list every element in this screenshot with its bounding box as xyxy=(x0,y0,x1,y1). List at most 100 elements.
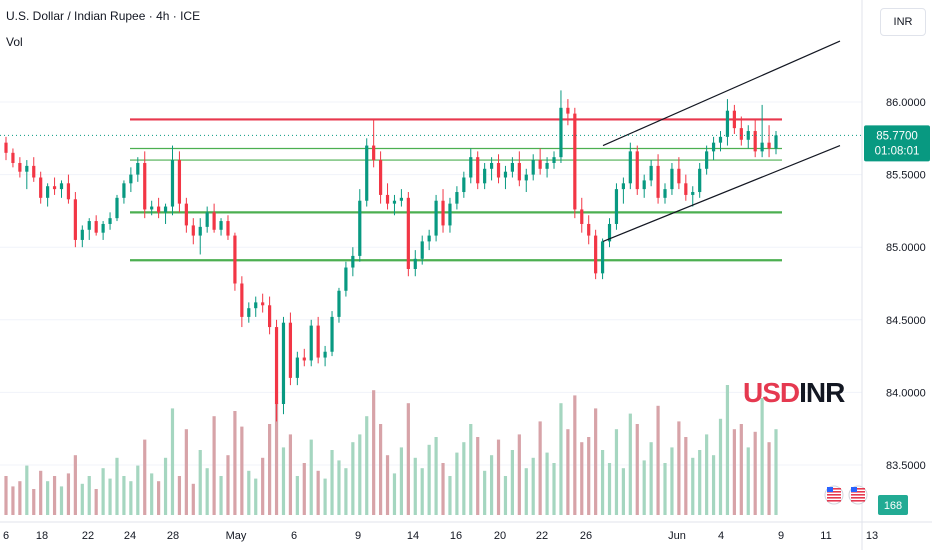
price-tick-label: 83.5000 xyxy=(886,460,926,472)
volume-bar xyxy=(441,463,445,515)
time-tick-label: 22 xyxy=(536,530,548,542)
channel-upper-line[interactable] xyxy=(602,40,841,147)
volume-bar xyxy=(101,468,105,515)
candle-body xyxy=(163,206,168,213)
candle-body xyxy=(177,160,182,204)
candle-body xyxy=(87,221,91,230)
volume-bar xyxy=(136,465,140,515)
volume-bar xyxy=(52,476,57,515)
candle-body xyxy=(143,162,147,210)
volume-bar xyxy=(427,444,431,515)
time-tick-label: 28 xyxy=(167,530,179,542)
candle-body xyxy=(698,168,702,193)
volume-bar xyxy=(406,403,410,515)
candle-body xyxy=(372,145,376,161)
candle-body xyxy=(566,107,570,114)
volume-bar xyxy=(330,450,334,515)
candle-body xyxy=(503,171,508,178)
candle-body xyxy=(718,136,723,143)
volume-bar xyxy=(642,460,646,515)
candle-body xyxy=(684,183,688,195)
candle-body xyxy=(365,145,369,201)
candle-body xyxy=(469,157,473,178)
volume-bar xyxy=(337,460,341,515)
volume-bar xyxy=(378,424,383,515)
channel-lower-line[interactable] xyxy=(602,145,841,242)
currency-button[interactable]: INR xyxy=(880,8,926,36)
volume-bar xyxy=(344,468,348,515)
candle-body xyxy=(32,165,36,178)
volume-bar xyxy=(87,476,91,515)
candle-body xyxy=(94,221,98,233)
candle-body xyxy=(670,168,674,190)
candle-body xyxy=(212,212,216,230)
volume-bar xyxy=(288,434,293,515)
candle-body xyxy=(496,162,501,178)
time-tick-label: 24 xyxy=(124,530,136,542)
flag-stripe xyxy=(851,491,865,493)
volume-bar xyxy=(552,463,556,515)
price-tick-label: 86.0000 xyxy=(886,97,926,109)
candle-body xyxy=(545,162,549,169)
candle-body xyxy=(725,110,730,137)
volume-bar xyxy=(233,411,237,515)
flag-stripe xyxy=(827,500,841,502)
volume-bar xyxy=(531,457,535,515)
candle-body xyxy=(399,197,404,201)
candle-body xyxy=(226,221,230,236)
candle-body xyxy=(413,258,417,269)
candle-body xyxy=(524,174,528,181)
flag-canton xyxy=(851,487,857,492)
volume-bar xyxy=(372,390,376,515)
us-flag-icon[interactable] xyxy=(848,485,868,505)
candle-body xyxy=(115,197,119,219)
volume-indicator-label[interactable]: Vol xyxy=(6,35,23,49)
volume-bar xyxy=(573,395,577,515)
candle-body xyxy=(25,165,29,172)
volume-bar xyxy=(157,481,161,515)
candle-body xyxy=(108,218,112,224)
flag-stripe xyxy=(851,494,865,496)
candle-body xyxy=(649,165,653,181)
candle-body xyxy=(711,142,716,152)
volume-bar xyxy=(670,447,674,515)
candle-body xyxy=(732,110,736,129)
volume-bar xyxy=(774,429,778,515)
time-tick-label: 4 xyxy=(718,530,724,542)
candle-body xyxy=(462,177,466,193)
candle-body xyxy=(448,203,452,226)
volume-bar xyxy=(434,437,438,515)
volume-bar xyxy=(469,424,473,515)
candle-body xyxy=(101,223,105,233)
volume-bar xyxy=(358,434,362,515)
candle-body xyxy=(247,308,251,317)
volume-bar xyxy=(635,424,639,515)
volume-bar xyxy=(18,481,22,515)
candle-body xyxy=(66,183,71,200)
candle-body xyxy=(274,327,279,405)
candle-body xyxy=(73,199,77,240)
candle-body xyxy=(538,160,542,169)
candle-body xyxy=(614,189,619,224)
volume-bar xyxy=(476,437,480,515)
volume-bar xyxy=(614,429,619,515)
time-tick-label: 18 xyxy=(36,530,48,542)
volume-bar xyxy=(524,468,528,515)
candle-body xyxy=(52,186,57,190)
volume-bar xyxy=(163,457,168,515)
volume-bar xyxy=(247,470,251,515)
volume-bar xyxy=(587,437,591,515)
volume-bar xyxy=(73,455,77,515)
us-flag-icon[interactable] xyxy=(824,485,844,505)
volume-bar xyxy=(684,437,688,515)
time-tick-label: 14 xyxy=(407,530,419,542)
candle-body xyxy=(157,206,161,213)
candle-body xyxy=(240,283,244,317)
candle-body xyxy=(261,302,265,306)
volume-bar xyxy=(143,439,147,515)
candle-body xyxy=(122,183,126,198)
candle-body xyxy=(358,200,362,256)
volume-bar xyxy=(184,429,188,515)
price-tick-label: 84.5000 xyxy=(886,315,926,327)
